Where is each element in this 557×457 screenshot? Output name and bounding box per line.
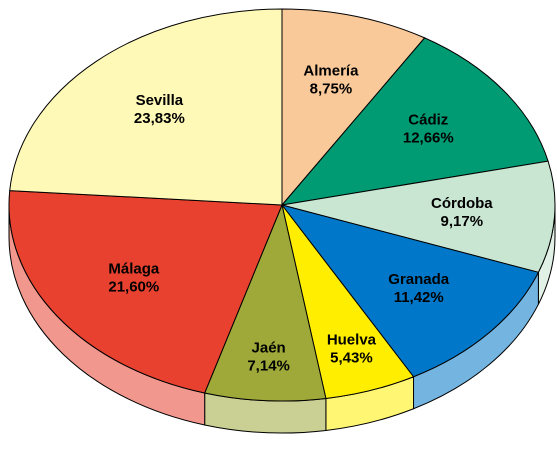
slice-value-label: 9,17%: [441, 213, 484, 230]
pie-slice: [9, 8, 283, 206]
pie-slice: [280, 204, 540, 378]
pie-slice: [8, 190, 283, 394]
slice-value-label: 11,42%: [394, 289, 444, 306]
pie-slice: [280, 37, 549, 206]
slice-value-label: 5,43%: [330, 349, 373, 366]
pie-slice: [281, 160, 556, 273]
slice-label: Almería: [303, 62, 359, 79]
pie-slice: [281, 8, 426, 207]
slice-value-label: 12,66%: [403, 129, 454, 146]
slice-label: Huelva: [327, 331, 377, 348]
slice-value-label: 21,60%: [108, 279, 159, 296]
slice-value-label: 23,83%: [134, 110, 185, 127]
slice-label: Córdoba: [431, 195, 493, 212]
pie-slice: [203, 203, 327, 402]
slice-value-label: 8,75%: [310, 80, 353, 97]
slice-label: Sevilla: [136, 92, 184, 109]
slice-label: Granada: [388, 271, 450, 288]
slice-value-label: 7,14%: [247, 358, 290, 375]
slice-label: Málaga: [108, 261, 160, 278]
slice-label: Cádiz: [408, 111, 448, 128]
slice-label: Jaén: [252, 340, 286, 357]
